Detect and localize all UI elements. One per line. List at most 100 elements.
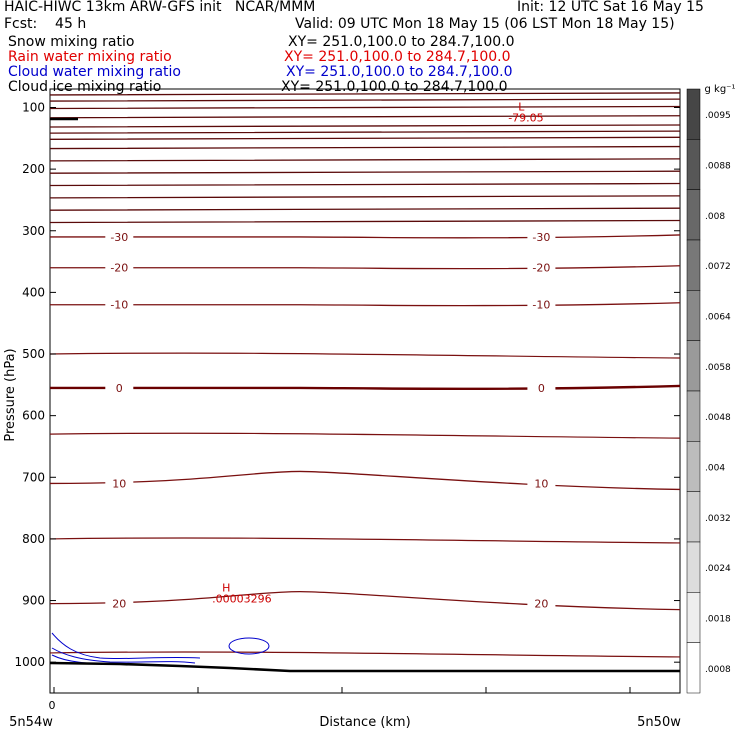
field-name-cloud-ice: Cloud ice mixing ratio: [8, 79, 162, 95]
upper-contour-line: [49, 92, 681, 96]
init-text: Init: 12 UTC Sat 16 May 15: [517, 0, 704, 15]
colorbar-swatch: [686, 88, 701, 140]
colorbar-swatch: [686, 290, 701, 341]
field-xy-rain: XY= 251.0,100.0 to 284.7,100.0: [284, 49, 511, 65]
y-tick-label: 100: [22, 100, 45, 114]
contour-label-bg: [527, 260, 556, 274]
contour-label: -20: [532, 262, 550, 275]
contour-label: -20: [110, 262, 128, 275]
y-tick-label: 500: [22, 347, 45, 361]
plot-frame: [49, 88, 681, 694]
contour-label: 10: [534, 477, 548, 490]
contour-label: -10: [532, 299, 550, 312]
colorbar-label: .0008: [705, 665, 731, 675]
upper-contour-line: [49, 195, 681, 199]
colorbar-swatch: [686, 592, 701, 643]
contour-label-bg: [105, 229, 134, 243]
upper-contour-line: [49, 136, 681, 140]
field-xy-snow: XY= 251.0,100.0 to 284.7,100.0: [288, 34, 515, 50]
colorbar-swatch: [686, 390, 701, 442]
contour-label-bg: [527, 380, 556, 394]
upper-contour-line: [49, 115, 681, 119]
x-loc-left: 5n54w: [9, 715, 53, 730]
contour-label-bg: [527, 476, 556, 490]
colorbar-label: .0064: [705, 313, 731, 323]
extrema-value: -79.05: [508, 112, 543, 125]
valid-text: Valid: 09 UTC Mon 18 May 15 (06 LST Mon …: [295, 16, 675, 32]
contour-label-bg: [105, 260, 134, 274]
temperature-contour-line: [50, 384, 681, 391]
x-axis-label: Distance (km): [319, 715, 410, 730]
contour-label-bg: [527, 596, 556, 610]
upper-contour-line: [49, 145, 681, 150]
x-tick-zero: 0: [49, 699, 56, 712]
colorbar-label: .0032: [705, 514, 731, 524]
contour-label: 10: [112, 477, 126, 490]
contour-label: -30: [532, 231, 550, 244]
x-loc-right: 5n50w: [637, 715, 681, 730]
extrema-symbol: L: [518, 101, 525, 114]
terrain-line: [49, 661, 680, 673]
contour-label: 0: [116, 382, 123, 395]
upper-contour-line: [49, 105, 681, 110]
field-name-cloud-water: Cloud water mixing ratio: [8, 64, 181, 80]
upper-contour-line: [49, 207, 681, 211]
colorbar-label: .0058: [705, 363, 731, 373]
colorbar-label: .0088: [705, 162, 731, 172]
colorbar-swatch: [686, 541, 701, 593]
contour-label-bg: [105, 596, 134, 610]
colorbar-swatch: [686, 642, 701, 694]
colorbar-unit: g kg⁻¹: [705, 84, 736, 95]
upper-contour-line: [49, 182, 681, 187]
field-xy-cloud-ice: XY= 251.0,100.0 to 284.7,100.0: [281, 79, 508, 95]
cloud-water-contour: [51, 632, 201, 660]
terrain-line: [49, 117, 680, 673]
y-tick-label: 600: [22, 409, 45, 423]
colorbar-label: .0048: [705, 413, 731, 423]
temperature-contour-line: [49, 537, 681, 544]
colorbar-swatch: [686, 189, 701, 241]
y-axis-label: Pressure (hPa): [3, 348, 18, 441]
colorbar-label: .008: [705, 212, 725, 222]
upper-contour-line: [49, 170, 681, 174]
temperature-contour-line: [50, 265, 681, 270]
colorbar-label: .0095: [705, 111, 731, 121]
y-tick-label: 400: [22, 285, 45, 299]
temperature-contour-line: [49, 590, 681, 611]
contour-label-bg: [527, 297, 556, 311]
colorbar-swatch: [686, 441, 701, 492]
cloud-water-contour: [228, 637, 270, 655]
upper-contour-line: [49, 124, 681, 128]
field-name-rain: Rain water mixing ratio: [8, 49, 172, 65]
temperature-contour-line: [50, 302, 681, 307]
colorbar-swatch: [686, 340, 701, 392]
y-tick-label: 800: [22, 532, 45, 546]
y-tick-label: 200: [22, 162, 45, 176]
cloud-water-contour: [51, 647, 196, 664]
temperature-contours: -30 -30 -20 -20 -10 -10 0 0 10 10 20 20: [49, 229, 681, 658]
upper-contour-lines: [49, 92, 681, 224]
extrema-value: .00003296: [212, 592, 272, 605]
contour-label: -30: [110, 231, 128, 244]
y-tick-label: 700: [22, 470, 45, 484]
temperature-contour-line: [50, 234, 681, 239]
upper-contour-line: [49, 219, 681, 224]
contour-label: -10: [110, 299, 128, 312]
contour-label-bg: [105, 476, 134, 490]
fcst-label: Fcst: 45 h: [4, 16, 87, 32]
y-tick-label: 1000: [14, 655, 45, 669]
y-tick-label: 900: [22, 594, 45, 608]
colorbar-swatch: [686, 139, 701, 190]
colorbar-label: .004: [705, 464, 725, 474]
colorbar-swatch: [686, 239, 701, 291]
cloud-water-contours: [51, 632, 270, 665]
field-xy-cloud-water: XY= 251.0,100.0 to 284.7,100.0: [286, 64, 513, 80]
extrema-symbol: H: [222, 581, 230, 594]
contour-label: 20: [534, 598, 548, 611]
colorbar-label: .0072: [705, 262, 731, 272]
contour-label: 20: [112, 598, 126, 611]
contour-label-bg: [105, 297, 134, 311]
upper-contour-line: [49, 130, 681, 134]
